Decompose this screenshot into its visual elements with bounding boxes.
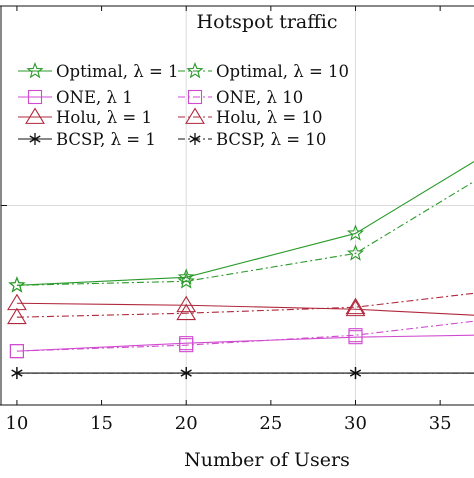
legend-label: BCSP, λ = 10 bbox=[216, 130, 326, 149]
legend-marker bbox=[185, 107, 205, 124]
series-line-1 bbox=[16, 181, 474, 286]
series-3-point bbox=[348, 328, 363, 343]
series-7-point bbox=[349, 367, 362, 380]
x-tick-label: 25 bbox=[259, 413, 282, 434]
legend-marker bbox=[189, 133, 201, 145]
x-tick-label: 20 bbox=[175, 413, 198, 434]
legend-label: ONE, λ 1 bbox=[56, 88, 133, 107]
series-1-point bbox=[346, 244, 365, 261]
legend-marker bbox=[27, 89, 43, 105]
series-0-point bbox=[346, 224, 365, 241]
legend-marker bbox=[186, 61, 204, 79]
series-1-point bbox=[8, 276, 26, 293]
series-5-point bbox=[7, 307, 27, 325]
series-3-point bbox=[179, 338, 194, 353]
series-0-point bbox=[177, 268, 195, 285]
x-tick-label: 10 bbox=[5, 413, 28, 434]
legend-marker bbox=[187, 89, 203, 105]
series-line-4 bbox=[16, 302, 474, 316]
series-line-0 bbox=[16, 161, 474, 286]
legend-label: ONE, λ 10 bbox=[216, 88, 303, 107]
legend: Optimal, λ = 1 Optimal, λ = 10 ONE, λ 1 ONE… bbox=[18, 61, 349, 149]
legend-marker bbox=[26, 61, 44, 79]
legend-label: BCSP, λ = 1 bbox=[56, 130, 156, 149]
legend-marker bbox=[29, 133, 41, 145]
series-5-point bbox=[176, 303, 197, 321]
x-tick-label: 35 bbox=[429, 413, 452, 434]
series-5-point bbox=[345, 297, 366, 315]
series-7-point bbox=[180, 367, 192, 380]
series-layer bbox=[7, 161, 474, 380]
series-3-point bbox=[9, 344, 24, 359]
legend-marker bbox=[25, 107, 45, 124]
series-4-point bbox=[345, 299, 366, 317]
x-tick-label: 15 bbox=[90, 413, 113, 434]
series-4-point bbox=[176, 295, 197, 313]
legend-label: Optimal, λ = 10 bbox=[216, 62, 349, 81]
legend-label: Optimal, λ = 1 bbox=[56, 62, 179, 81]
legend-label: Holu, λ = 1 bbox=[56, 108, 152, 127]
series-1-point bbox=[177, 272, 195, 289]
chart-title: Hotspot traffic bbox=[197, 11, 338, 33]
x-axis-label: Number of Users bbox=[184, 449, 350, 471]
series-line-2 bbox=[16, 334, 474, 352]
legend-label: Holu, λ = 10 bbox=[216, 108, 323, 127]
x-tick-label: 30 bbox=[344, 413, 367, 434]
series-7-point bbox=[11, 367, 23, 380]
axes-layer: 10 15 20 25 30 35 bbox=[0, 5, 474, 434]
